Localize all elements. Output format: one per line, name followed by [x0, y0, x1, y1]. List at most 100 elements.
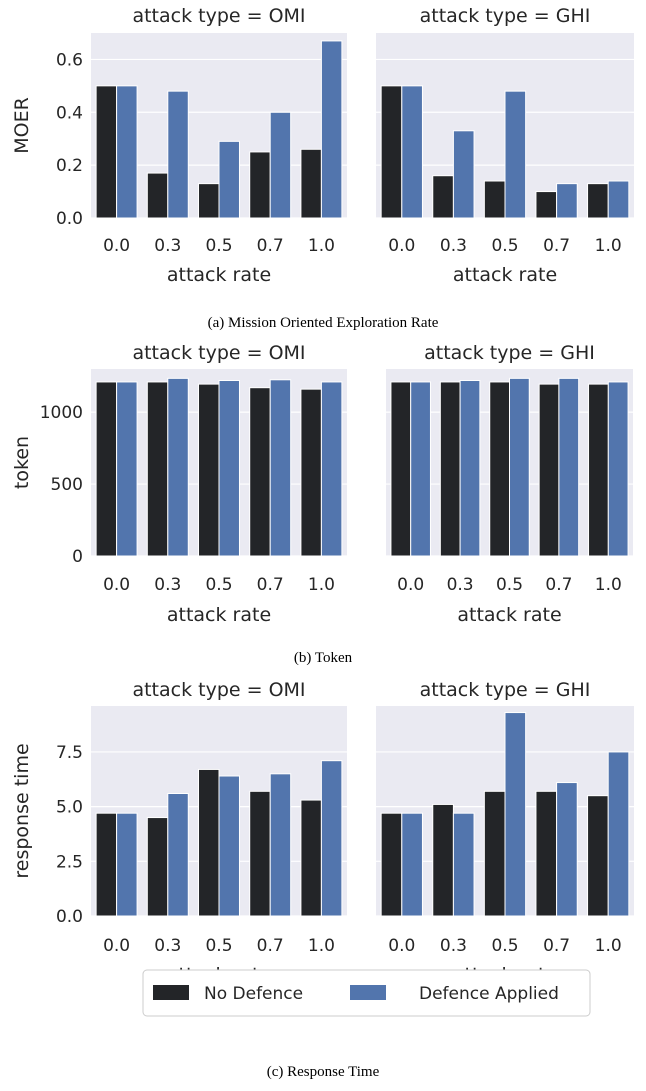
x-tick-label: 1.0: [308, 575, 335, 595]
legend-swatch-defence-applied: [350, 985, 386, 1000]
bar-no-defence-1-0: [300, 148, 322, 219]
bar-defence-applied-0-3: [452, 812, 475, 917]
x-tick-label: 0.3: [154, 936, 181, 956]
legend-label-no-defence: No Defence: [204, 984, 303, 1004]
panel-title: attack type = GHI: [420, 5, 591, 27]
bar-no-defence-1-0: [587, 795, 609, 917]
x-tick-label: 0.3: [154, 575, 181, 595]
x-tick-label: 1.0: [308, 936, 335, 956]
legend-swatch-no-defence: [153, 985, 189, 1000]
bar-defence-applied-0-7: [556, 183, 578, 219]
bar-no-defence-0-7: [249, 387, 271, 557]
x-axis-label: attack rate: [457, 604, 561, 626]
y-tick-label: 2.5: [56, 852, 83, 872]
x-tick-label: 0.5: [205, 936, 232, 956]
bar-defence-applied-0-3: [167, 793, 189, 917]
panel-title: attack type = OMI: [132, 5, 305, 27]
bar-no-defence-0-7: [249, 790, 271, 917]
bar-no-defence-1-0: [588, 383, 609, 557]
x-tick-label: 0.0: [388, 236, 415, 256]
bar-no-defence-0-5: [198, 183, 220, 219]
bar-defence-applied-0-3: [452, 130, 475, 219]
y-tick-label: 0.4: [56, 103, 83, 123]
bar-no-defence-0-0: [95, 85, 118, 219]
bar-no-defence-1-0: [587, 183, 609, 219]
bar-defence-applied-0-0: [410, 381, 431, 557]
x-tick-label: 0.5: [491, 236, 518, 256]
bar-no-defence-1-0: [300, 388, 322, 557]
bar-no-defence-0-3: [146, 172, 169, 219]
x-tick-label: 0.0: [103, 575, 130, 595]
bar-no-defence-0-0: [380, 85, 403, 219]
x-tick-label: 0.0: [388, 936, 415, 956]
bar-no-defence-0-3: [432, 175, 454, 219]
bar-no-defence-0-0: [380, 812, 403, 917]
bar-no-defence-0-3: [432, 803, 454, 917]
x-tick-label: 0.3: [440, 936, 467, 956]
bar-defence-applied-0-5: [218, 140, 240, 219]
bar-defence-applied-0-5: [504, 90, 527, 219]
bar-no-defence-0-5: [483, 180, 506, 219]
x-axis-label: attack rate: [167, 264, 271, 286]
bar-defence-applied-0-7: [269, 773, 292, 917]
x-tick-label: 0.3: [447, 575, 474, 595]
bar-defence-applied-0-0: [401, 85, 423, 219]
y-tick-label: 0: [72, 547, 83, 567]
bar-defence-applied-1-0: [607, 751, 630, 917]
bar-no-defence-0-0: [95, 381, 118, 557]
x-tick-label: 1.0: [595, 236, 622, 256]
x-tick-label: 0.7: [257, 575, 284, 595]
bar-no-defence-0-5: [198, 383, 220, 557]
x-tick-label: 1.0: [308, 236, 335, 256]
bar-defence-applied-0-5: [218, 775, 240, 917]
bar-defence-applied-0-3: [167, 377, 189, 557]
bar-defence-applied-0-5: [509, 377, 530, 557]
y-tick-label: 0.6: [56, 50, 83, 70]
bar-defence-applied-0-5: [218, 380, 240, 557]
bar-no-defence-0-0: [390, 381, 412, 557]
x-tick-label: 0.5: [491, 936, 518, 956]
y-tick-label: 1000: [40, 403, 83, 423]
bar-defence-applied-0-7: [269, 111, 292, 219]
figure-caption: (b) Token: [294, 650, 353, 666]
x-axis-label: attack rate: [453, 264, 557, 286]
figure-caption: (c) Response Time: [267, 1064, 380, 1080]
x-tick-label: 0.7: [543, 236, 570, 256]
bar-no-defence-0-5: [489, 381, 510, 557]
bar-defence-applied-1-0: [320, 760, 343, 917]
panel-title: attack type = GHI: [424, 342, 595, 364]
y-tick-label: 5.0: [56, 798, 83, 818]
bar-no-defence-0-5: [483, 790, 506, 917]
bar-no-defence-0-3: [146, 381, 169, 557]
y-tick-label: 0.0: [56, 209, 83, 229]
bar-no-defence-0-7: [249, 151, 271, 219]
legend: No Defence Defence Applied: [142, 969, 591, 1017]
x-tick-label: 0.7: [545, 575, 572, 595]
x-tick-label: 0.5: [205, 575, 232, 595]
x-tick-label: 0.5: [496, 575, 523, 595]
x-tick-label: 0.3: [154, 236, 181, 256]
panel-attack-type-ghi: 0.0 0.3 0.5 0.7 1.0 attack rate attack type = …: [376, 5, 634, 286]
panel-title: attack type = GHI: [420, 679, 591, 701]
bar-defence-applied-0-7: [558, 377, 580, 557]
y-tick-label: 0.2: [56, 156, 83, 176]
bar-defence-applied-0-5: [504, 712, 527, 917]
y-axis-label: response time: [11, 743, 33, 878]
panel-title: attack type = OMI: [132, 679, 305, 701]
chart-1: 0.0 0.3 0.5 0.7 1.0 attack rate attack type = …: [11, 5, 634, 331]
x-tick-label: 0.0: [103, 236, 130, 256]
bar-no-defence-0-3: [439, 381, 461, 557]
x-tick-label: 0.3: [440, 236, 467, 256]
x-tick-label: 1.0: [595, 936, 622, 956]
bar-no-defence-0-7: [535, 191, 558, 219]
bar-defence-applied-0-0: [401, 812, 423, 917]
y-tick-label: 7.5: [56, 743, 83, 763]
y-axis-label: token: [11, 436, 33, 489]
bar-defence-applied-0-0: [116, 812, 138, 917]
x-tick-label: 0.0: [397, 575, 424, 595]
